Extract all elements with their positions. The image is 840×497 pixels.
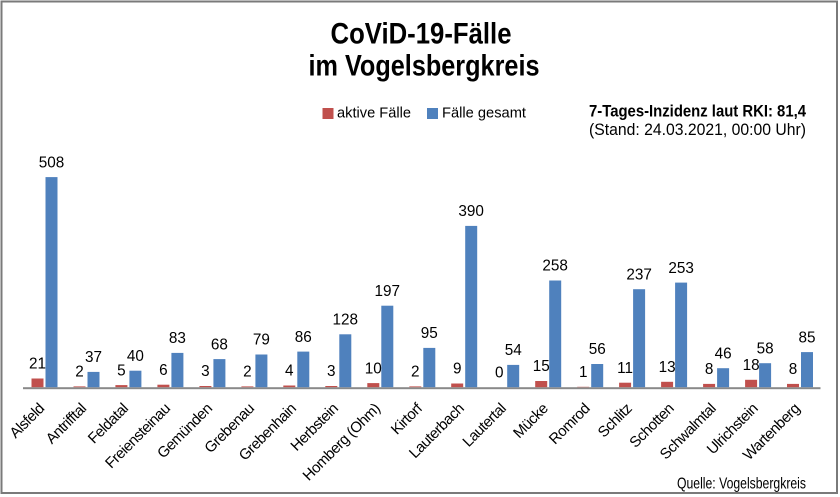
svg-text:197: 197 xyxy=(375,283,401,300)
svg-text:253: 253 xyxy=(668,260,694,277)
svg-text:7-Tages-Inzidenz laut RKI: 81,: 7-Tages-Inzidenz laut RKI: 81,4 xyxy=(589,102,806,121)
svg-text:56: 56 xyxy=(589,341,606,358)
svg-text:237: 237 xyxy=(626,266,652,283)
svg-text:11: 11 xyxy=(617,360,633,377)
svg-text:0: 0 xyxy=(495,364,504,381)
svg-text:Homberg (Ohm): Homberg (Ohm) xyxy=(300,400,384,484)
svg-text:Fälle gesamt: Fälle gesamt xyxy=(442,104,527,121)
svg-text:508: 508 xyxy=(39,154,65,171)
svg-text:68: 68 xyxy=(211,336,228,353)
svg-text:8: 8 xyxy=(789,361,798,378)
svg-text:Quelle: Vogelsbergkreis: Quelle: Vogelsbergkreis xyxy=(677,476,806,493)
svg-text:8: 8 xyxy=(705,361,714,378)
svg-text:83: 83 xyxy=(169,330,186,347)
svg-text:85: 85 xyxy=(798,329,815,346)
svg-text:Romrod: Romrod xyxy=(546,400,594,448)
svg-text:2: 2 xyxy=(243,364,252,381)
svg-text:Kirtorf: Kirtorf xyxy=(388,399,427,438)
svg-text:18: 18 xyxy=(743,357,760,374)
svg-text:13: 13 xyxy=(659,359,676,376)
svg-text:79: 79 xyxy=(253,332,270,349)
svg-text:390: 390 xyxy=(458,203,484,220)
svg-text:(Stand: 24.03.2021, 00:00 Uhr): (Stand: 24.03.2021, 00:00 Uhr) xyxy=(589,120,806,139)
svg-text:54: 54 xyxy=(505,342,523,359)
svg-text:2: 2 xyxy=(75,364,84,381)
svg-text:258: 258 xyxy=(542,258,568,275)
svg-text:86: 86 xyxy=(295,329,312,346)
svg-text:95: 95 xyxy=(421,325,438,342)
svg-text:40: 40 xyxy=(127,348,144,365)
svg-text:2: 2 xyxy=(411,364,420,381)
svg-text:5: 5 xyxy=(117,362,126,379)
svg-text:46: 46 xyxy=(715,345,732,362)
svg-text:58: 58 xyxy=(757,340,774,357)
svg-text:128: 128 xyxy=(333,312,359,329)
svg-text:10: 10 xyxy=(365,360,382,377)
svg-text:Antrifftal: Antrifftal xyxy=(43,400,90,447)
svg-text:15: 15 xyxy=(533,358,550,375)
svg-text:3: 3 xyxy=(201,363,210,380)
svg-text:37: 37 xyxy=(85,349,102,366)
svg-text:CoViD-19-Fälle: CoViD-19-Fälle xyxy=(331,18,512,51)
svg-text:6: 6 xyxy=(159,362,168,379)
svg-text:21: 21 xyxy=(29,356,46,373)
svg-text:aktive Fälle: aktive Fälle xyxy=(337,104,411,121)
svg-text:Lautertal: Lautertal xyxy=(459,400,509,450)
svg-text:4: 4 xyxy=(285,363,294,380)
svg-text:9: 9 xyxy=(453,361,462,378)
svg-text:Schlitz: Schlitz xyxy=(595,400,636,441)
svg-text:1: 1 xyxy=(579,364,588,381)
svg-text:im Vogelsbergkreis: im Vogelsbergkreis xyxy=(309,49,540,82)
svg-text:3: 3 xyxy=(327,363,336,380)
